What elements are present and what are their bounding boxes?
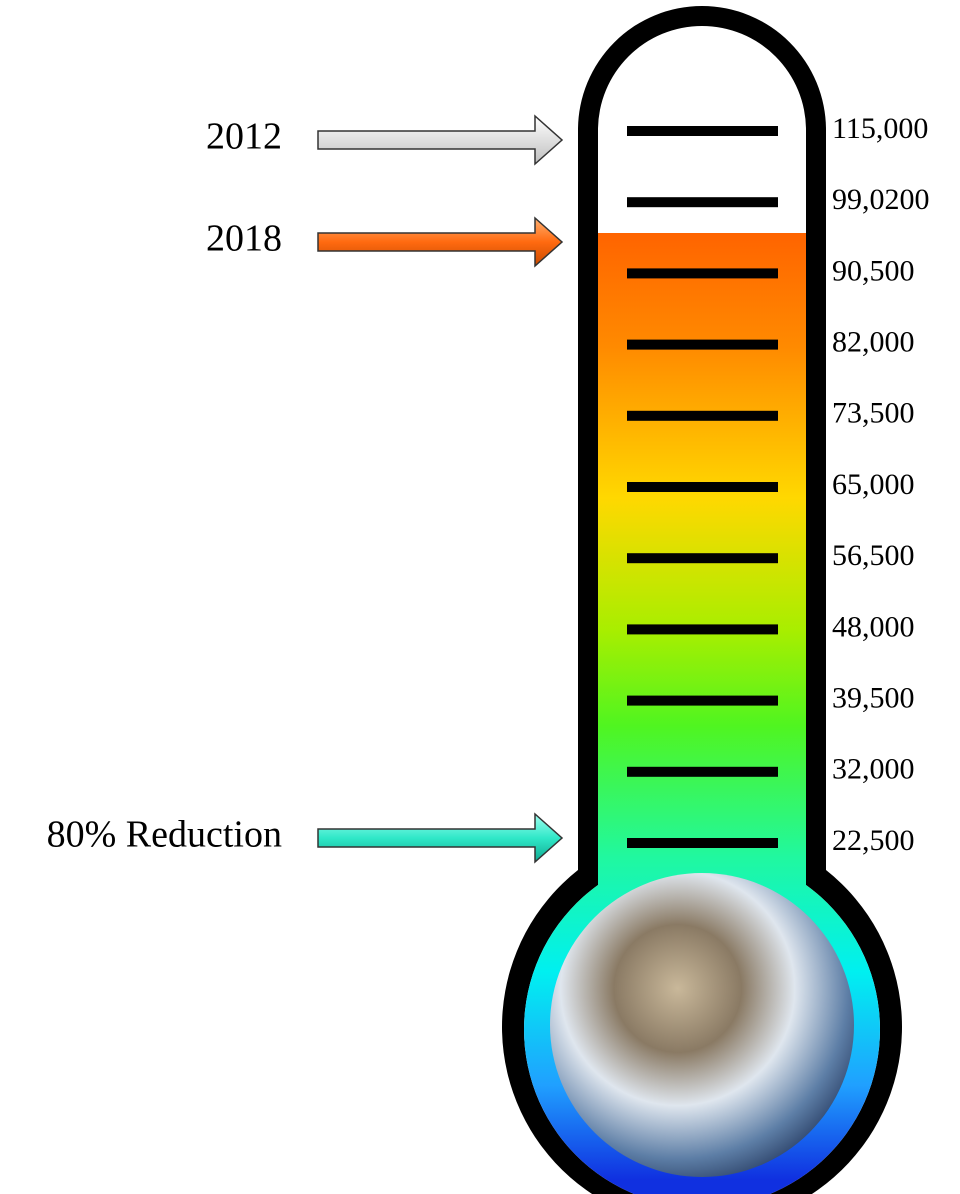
tick-label: 32,000 bbox=[832, 753, 915, 786]
tick-line bbox=[627, 197, 778, 208]
tick-label: 90,500 bbox=[832, 254, 915, 287]
tick-line bbox=[627, 410, 778, 421]
marker-group: 2012 2018 80% Reduction bbox=[47, 114, 564, 864]
tick-label: 73,500 bbox=[832, 397, 915, 430]
tick-label: 39,500 bbox=[832, 681, 915, 714]
tick-label: 48,000 bbox=[832, 610, 915, 643]
tick-label: 56,500 bbox=[832, 539, 915, 572]
marker-arrow bbox=[317, 812, 564, 864]
tick-line bbox=[627, 339, 778, 350]
tick-label: 65,000 bbox=[832, 468, 915, 501]
tick-group: 115,000 99,0200 90,500 82,000 73,500 65,000 56… bbox=[627, 112, 930, 857]
tick-line bbox=[627, 766, 778, 777]
tick-line bbox=[627, 126, 778, 136]
marker-label: 2012 bbox=[206, 116, 282, 158]
tick-label: 115,000 bbox=[832, 112, 928, 145]
tick-label: 82,000 bbox=[832, 325, 915, 358]
marker-arrow bbox=[317, 216, 564, 268]
marker-label: 2018 bbox=[206, 218, 282, 260]
tick-line bbox=[627, 482, 778, 492]
tick-line bbox=[627, 553, 778, 564]
tick-label: 99,0200 bbox=[832, 183, 930, 216]
tick-line bbox=[627, 838, 778, 848]
tick-line bbox=[627, 624, 778, 635]
tick-line bbox=[627, 695, 778, 706]
marker-arrow bbox=[317, 114, 564, 166]
earth-image bbox=[550, 873, 854, 1177]
marker-label: 80% Reduction bbox=[47, 814, 282, 856]
tick-label: 22,500 bbox=[832, 824, 915, 857]
tick-line bbox=[627, 268, 778, 279]
